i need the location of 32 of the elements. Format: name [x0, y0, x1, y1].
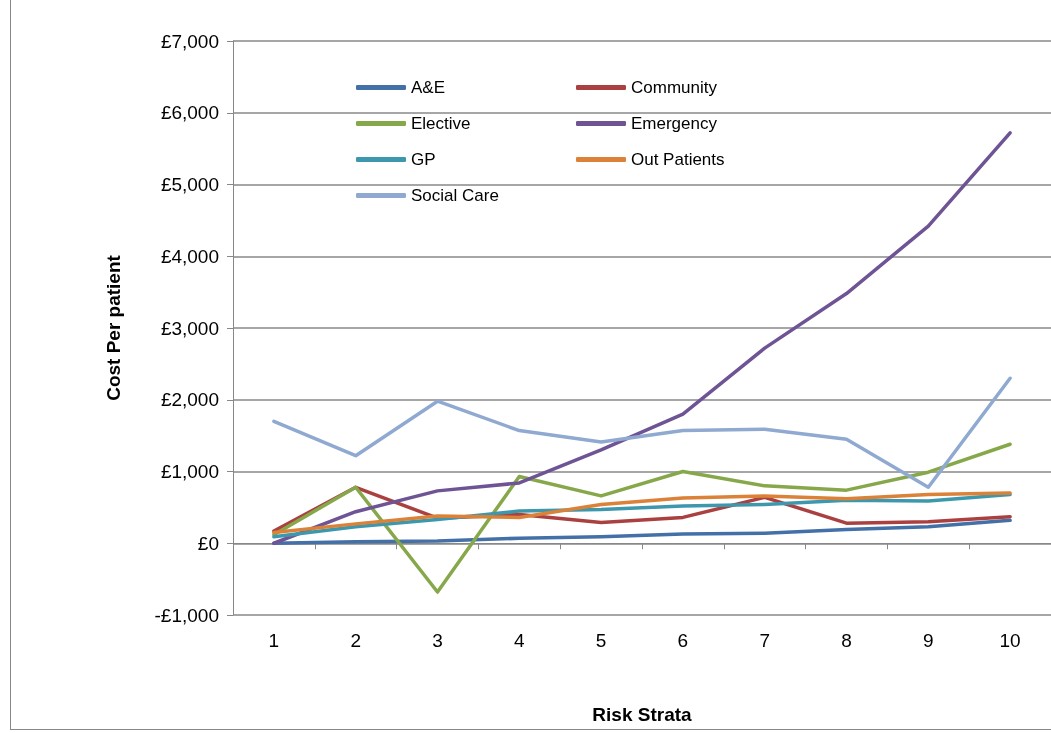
- y-tick-label: £1,000: [160, 461, 219, 482]
- y-tick-label: £4,000: [160, 245, 219, 267]
- y-tick-label: -£1,000: [154, 604, 219, 626]
- y-tick-label: £7,000: [160, 30, 219, 52]
- y-tick-label: £2,000: [160, 389, 219, 411]
- x-tick-label: 4: [514, 630, 526, 651]
- legend-label: Emergency: [631, 114, 718, 133]
- legend-label: Social Care: [411, 186, 499, 205]
- y-tick-label: £3,000: [160, 317, 219, 339]
- x-tick-label: 7: [759, 630, 770, 651]
- y-tick-label: £5,000: [160, 174, 219, 195]
- x-tick-label: 2: [350, 630, 361, 651]
- line-series: [272, 442, 1012, 594]
- legend-label: Out Patients: [631, 150, 725, 169]
- x-axis-title: Risk Strata: [592, 704, 693, 725]
- x-tick-label: 5: [595, 630, 607, 651]
- line-series: [272, 376, 1012, 490]
- line-series: [272, 518, 1012, 545]
- x-tick-label: 3: [432, 630, 443, 651]
- legend-label: GP: [411, 150, 436, 169]
- x-tick-label: 8: [841, 630, 852, 651]
- legend-label: Elective: [411, 114, 471, 133]
- legend-label: Community: [631, 78, 718, 97]
- x-tick-label: 9: [923, 630, 934, 651]
- line-series: [272, 131, 1012, 545]
- x-tick-label: 6: [677, 630, 689, 651]
- x-tick-label: 1: [268, 630, 280, 651]
- x-tick-label: 10: [999, 630, 1021, 651]
- y-axis-title: Cost Per patient: [103, 254, 124, 401]
- y-tick-label: £6,000: [160, 102, 219, 124]
- y-tick-label: £0: [197, 532, 219, 554]
- legend-label: A&E: [411, 78, 446, 97]
